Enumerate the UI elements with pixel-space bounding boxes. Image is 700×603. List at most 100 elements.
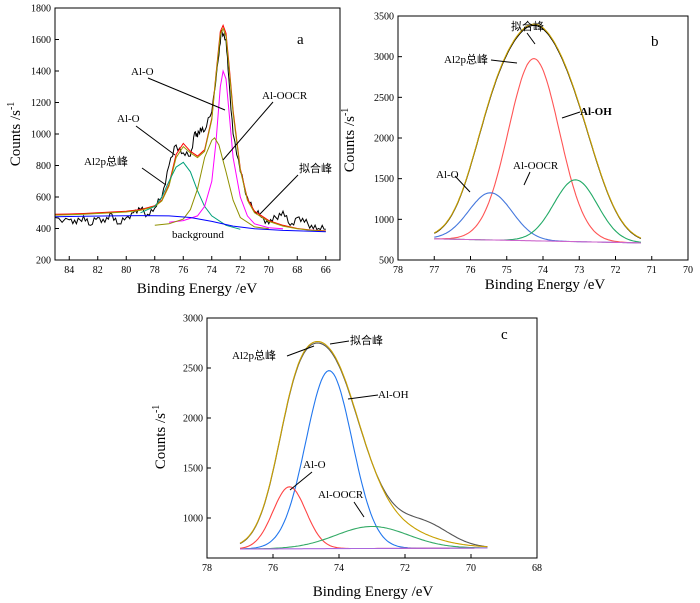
y-tick-label: 500: [379, 256, 394, 267]
svg-text:Counts /s-1: Counts /s-1: [151, 405, 169, 470]
x-tick-label: 76: [268, 563, 278, 574]
panel-b-series-3: [434, 192, 641, 244]
panel-b: 78 77 76 75 74 73 72 71 70 500 1000 1500 2000 2500 300…: [340, 12, 693, 294]
y-tick-label: 3000: [183, 314, 203, 325]
panel-b-arrow-fit: [526, 32, 536, 45]
y-tick-label: 1500: [183, 464, 203, 475]
panel-c-label-al-o: Al-O: [303, 459, 326, 471]
x-tick-label: 73: [574, 265, 584, 276]
panel-b-series-1: [434, 23, 642, 239]
y-tick-label: 1200: [31, 98, 51, 109]
panel-b-arrow-al2p: [490, 59, 518, 64]
svg-text:Counts /s-1: Counts /s-1: [340, 108, 358, 173]
panel-a: 84 82 80 78 76 74 72 70 68 66 200 400 600 800 1000 1200…: [6, 4, 341, 297]
panel-a-xlabel: Binding Energy /eV: [137, 281, 258, 297]
panel-c-plot: [239, 340, 488, 550]
y-tick-label: 1000: [183, 514, 203, 525]
panel-b-ticks: 78 77 76 75 74 73 72 71 70 500 1000 1500 2000 2500 300…: [374, 12, 693, 277]
y-tick-label: 3500: [374, 12, 394, 23]
x-tick-label: 82: [93, 265, 103, 276]
panel-b-series-2: [434, 58, 641, 244]
panel-a-label-fit: 拟合峰: [299, 161, 332, 175]
panel-a-label-background: background: [172, 229, 224, 241]
panel-a-arrow-al-o-top: [147, 77, 226, 111]
panel-a-ylabel: Counts /s-1: [6, 102, 24, 167]
x-tick-label: 72: [235, 265, 245, 276]
panel-b-label-al-oocr: Al-OOCR: [513, 160, 559, 172]
panel-b-arrow-al-oocr: [523, 171, 531, 186]
panel-a-ticks: 84 82 80 78 76 74 72 70 68 66 200 400 600 800 1000 1200…: [31, 4, 331, 277]
x-tick-label: 80: [121, 265, 131, 276]
panel-a-letter: a: [297, 32, 304, 48]
x-tick-label: 77: [429, 265, 439, 276]
panel-c-arrow-al2p: [286, 345, 315, 357]
panel-c-arrow-fit: [329, 340, 350, 345]
panel-b-xlabel: Binding Energy /eV: [485, 277, 606, 293]
panel-a-series-4: [168, 69, 284, 230]
x-tick-label: 74: [207, 265, 217, 276]
y-tick-label: 3000: [374, 52, 394, 63]
panel-c-ticks: 78 76 74 72 70 68 1000 1500 2000 2500 3000: [183, 314, 542, 575]
panel-a-arrow-al2p: [141, 167, 167, 186]
panel-b-arrow-al-o: [454, 175, 471, 193]
panel-c-label-al2p: Al2p总峰: [232, 348, 276, 362]
panel-c-ylabel: Counts /s-1: [151, 405, 169, 470]
panel-c-series-1: [239, 340, 488, 548]
x-tick-label: 66: [321, 265, 331, 276]
panel-c-series-2: [240, 370, 488, 550]
panel-c-label-al-oocr: Al-OOCR: [318, 489, 364, 501]
panel-a-arrow-al-oocr: [222, 101, 274, 161]
x-tick-label: 75: [502, 265, 512, 276]
y-tick-label: 2000: [374, 134, 394, 145]
x-tick-label: 71: [647, 265, 657, 276]
panel-a-arrow-al-o-mid: [135, 125, 176, 156]
x-tick-label: 78: [202, 563, 212, 574]
panel-a-series-6: [54, 215, 326, 233]
y-tick-label: 1600: [31, 35, 51, 46]
y-tick-label: 2500: [183, 364, 203, 375]
panel-c-series-3: [239, 486, 488, 550]
panel-c-series-5: [240, 547, 488, 550]
panel-c-arrow-al-oocr: [353, 501, 365, 518]
y-tick-label: 200: [36, 256, 51, 267]
panel-b-series-4: [434, 179, 641, 243]
y-tick-label: 2500: [374, 93, 394, 104]
x-tick-label: 78: [150, 265, 160, 276]
y-tick-label: 1000: [31, 130, 51, 141]
panel-b-label-al-o: Al-O: [436, 169, 459, 181]
panel-c-arrow-al-oh: [347, 394, 379, 400]
x-tick-label: 70: [264, 265, 274, 276]
x-tick-label: 72: [611, 265, 621, 276]
panel-c-arrow-al-o: [289, 471, 313, 491]
panel-b-label-fit: 拟合峰: [511, 19, 544, 33]
y-tick-label: 1500: [374, 174, 394, 185]
x-tick-label: 74: [334, 563, 344, 574]
panel-a-series-1: [54, 23, 326, 232]
x-tick-label: 72: [400, 563, 410, 574]
panel-a-series-2: [54, 27, 326, 232]
x-tick-label: 76: [466, 265, 476, 276]
panel-c-label-al-oh: Al-OH: [378, 389, 409, 401]
x-tick-label: 70: [466, 563, 476, 574]
panel-b-plot: [434, 23, 642, 244]
panel-a-label-al-o-top: Al-O: [131, 66, 154, 78]
panel-c: 78 76 74 72 70 68 1000 1500 2000 2500 3000 c Bindi…: [151, 314, 542, 601]
panel-a-series-3: [140, 161, 241, 230]
y-tick-label: 600: [36, 193, 51, 204]
x-tick-label: 68: [532, 563, 542, 574]
panel-a-arrow-fit: [259, 174, 299, 215]
y-tick-label: 1800: [31, 4, 51, 15]
panel-c-label-fit: 拟合峰: [350, 333, 383, 347]
panel-a-label-al2p: Al2p总峰: [84, 154, 128, 168]
panel-b-letter: b: [651, 34, 659, 50]
panel-b-arrow-al-oh: [561, 111, 581, 119]
panel-b-series-5: [434, 238, 641, 244]
x-tick-label: 76: [178, 265, 188, 276]
panel-b-ylabel: Counts /s-1: [340, 108, 358, 173]
y-tick-label: 1400: [31, 67, 51, 78]
panel-c-series-4: [240, 525, 488, 550]
panel-b-label-al-oh: Al-OH: [580, 106, 612, 118]
panel-c-xlabel: Binding Energy /eV: [313, 584, 434, 600]
y-tick-label: 800: [36, 161, 51, 172]
